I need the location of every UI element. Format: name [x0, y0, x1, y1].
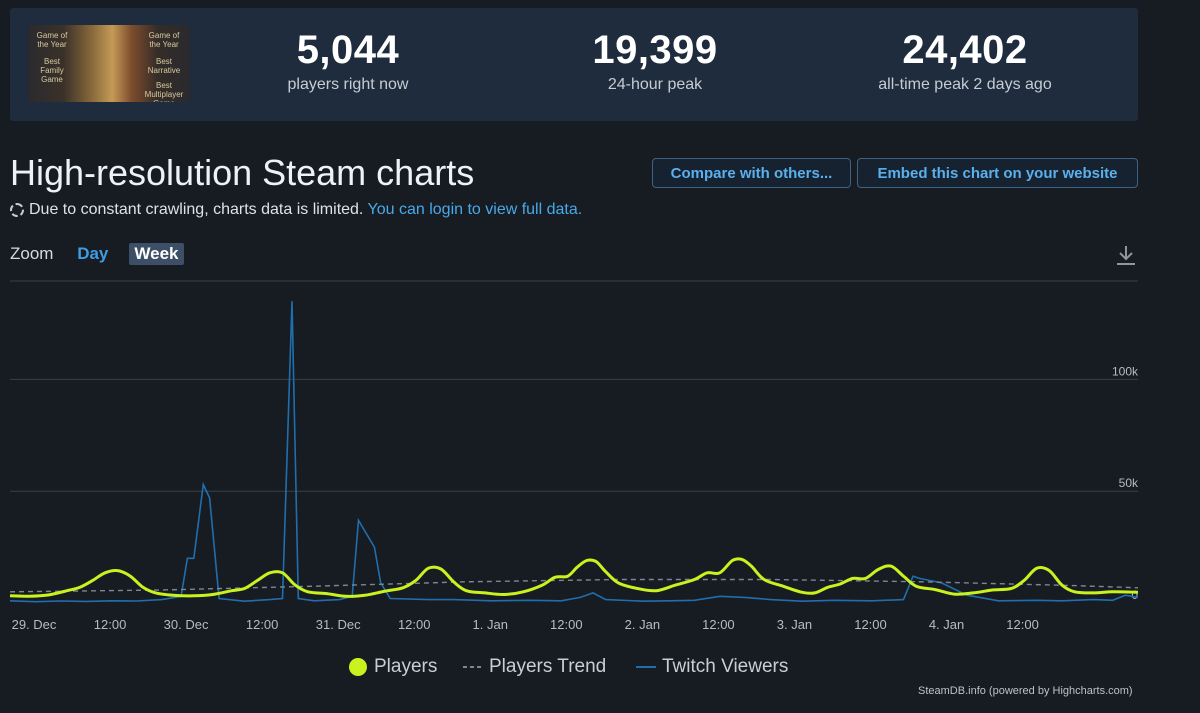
legend-players-label: Players: [374, 656, 438, 677]
page-title: High-resolution Steam charts: [10, 152, 475, 193]
x-tick-label: 30. Dec: [164, 617, 209, 632]
x-tick-label: 12:00: [550, 617, 583, 632]
loading-spinner-icon: [10, 203, 24, 217]
x-tick-label: 2. Jan: [625, 617, 660, 632]
data-limited-note: Due to constant crawling, charts data is…: [10, 201, 582, 219]
game-capsule-image[interactable]: Game of the Year Best Family Game Game o…: [28, 25, 190, 102]
stat-value: 19,399: [592, 28, 718, 72]
stats-bar: Game of the Year Best Family Game Game o…: [10, 8, 1138, 121]
award-laurel: Best Family Game: [40, 57, 64, 84]
trend-legend-marker-icon: [463, 666, 483, 668]
x-tick-label: 12:00: [94, 617, 127, 632]
x-tick-label: 12:00: [1006, 617, 1039, 632]
award-laurel: Best Narrative: [147, 57, 181, 75]
players-legend-marker-icon: [349, 658, 367, 676]
stat-24h-peak: 19,399 24-hour peak: [575, 28, 735, 94]
x-tick-label: 4. Jan: [929, 617, 964, 632]
stat-label: all-time peak 2 days ago: [878, 76, 1052, 93]
x-tick-label: 29. Dec: [12, 617, 57, 632]
x-tick-label: 31. Dec: [316, 617, 361, 632]
x-tick-label: 12:00: [702, 617, 735, 632]
embed-chart-button[interactable]: Embed this chart on your website: [857, 158, 1138, 188]
stat-current-players: 5,044 players right now: [268, 28, 428, 94]
twitch-viewers-line: [9, 301, 1139, 603]
x-tick-label: 12:00: [246, 617, 279, 632]
x-tick-label: 12:00: [854, 617, 887, 632]
stat-value: 5,044: [296, 28, 400, 72]
award-laurel: Game of the Year: [36, 31, 68, 49]
zoom-selector: Zoom Day Week: [10, 243, 184, 265]
players-line: [9, 557, 1139, 598]
legend-trend-label: Players Trend: [489, 656, 607, 677]
players-trend-line: [9, 578, 1139, 593]
y-tick-label: 0: [1131, 588, 1138, 602]
zoom-week-button[interactable]: Week: [129, 243, 184, 265]
stat-value: 24,402: [902, 28, 1028, 72]
player-count-chart: 0 50k 100k 29. Dec 12:00 30. Dec 12:00 31. Dec 1…: [9, 280, 1139, 632]
award-laurel: Game of the Year: [148, 31, 180, 49]
y-tick-label: 100k: [1112, 364, 1139, 378]
stat-all-time-peak: 24,402 all-time peak 2 days ago: [855, 28, 1075, 94]
x-tick-label: 1. Jan: [473, 617, 508, 632]
legend-players-trend[interactable]: Players Trend: [463, 656, 606, 678]
y-tick-label: 50k: [1119, 476, 1139, 490]
zoom-label: Zoom: [10, 244, 54, 263]
x-tick-label: 12:00: [398, 617, 431, 632]
compare-button[interactable]: Compare with others...: [652, 158, 851, 188]
legend-twitch-viewers[interactable]: Twitch Viewers: [636, 656, 788, 678]
twitch-legend-marker-icon: [636, 666, 656, 668]
zoom-day-button[interactable]: Day: [77, 244, 109, 263]
stat-label: 24-hour peak: [607, 76, 703, 93]
stat-label: players right now: [287, 76, 409, 93]
legend-players[interactable]: Players: [348, 656, 437, 678]
download-icon[interactable]: [1114, 243, 1138, 267]
note-text: Due to constant crawling, charts data is…: [29, 201, 364, 218]
chart-credits[interactable]: SteamDB.info (powered by Highcharts.com): [918, 685, 1133, 697]
login-link[interactable]: You can login to view full data.: [367, 201, 583, 218]
chart-legend: Players Players Trend Twitch Viewers: [0, 656, 1150, 680]
x-tick-label: 3. Jan: [777, 617, 812, 632]
legend-twitch-label: Twitch Viewers: [662, 656, 789, 677]
award-laurel: Best Multiplayer Game: [144, 81, 184, 102]
